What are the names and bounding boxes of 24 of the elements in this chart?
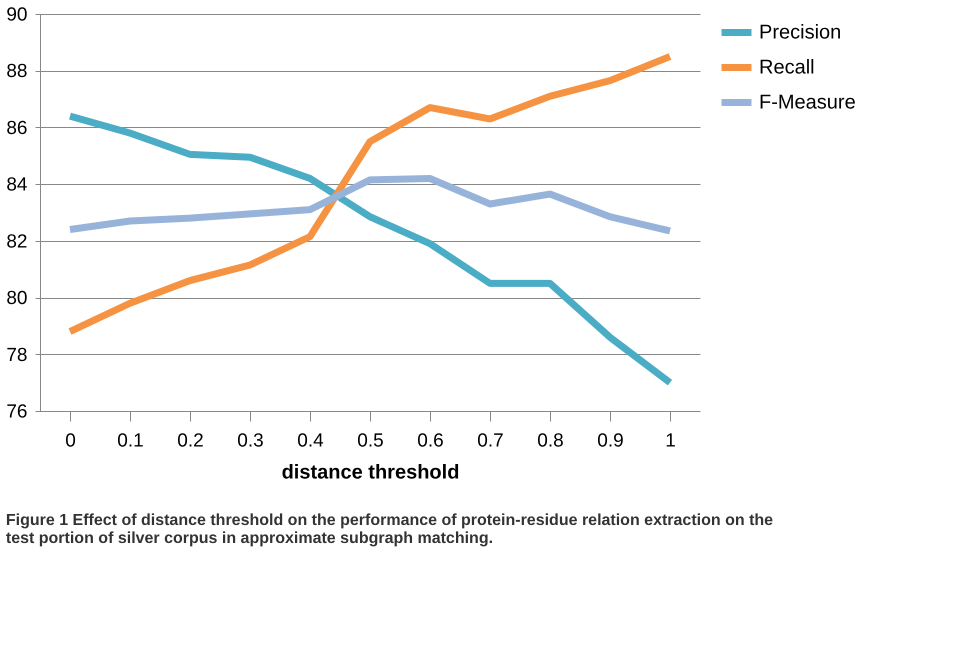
x-tick-label: 0.4: [297, 430, 324, 452]
x-tick-label: 0.7: [477, 430, 504, 452]
y-tick-label: 84: [6, 174, 28, 196]
x-tick-label: 0.8: [537, 430, 564, 452]
y-tick-label: 78: [6, 344, 28, 366]
x-tick-label: 0.2: [177, 430, 204, 452]
legend-label: Recall: [759, 56, 815, 78]
caption: Figure 1 Effect of distance threshold on the performance of protein-residue relation extraction on the test portion of silver corpus in approximate subgraph matching.: [6, 512, 774, 547]
x-tick-label: 0.6: [417, 430, 444, 452]
x-axis-title: distance threshold: [282, 462, 460, 484]
legend-label: F-Measure: [759, 92, 856, 114]
y-tick-label: 82: [6, 231, 28, 252]
x-tick-label: 0.9: [597, 430, 624, 452]
y-tick-label: 76: [6, 402, 28, 422]
x-tick-label: 0.3: [237, 430, 264, 452]
y-tick-label: 90: [6, 4, 28, 26]
y-tick-label: 86: [6, 118, 28, 139]
legend-label: Precision: [759, 22, 842, 44]
x-tick-label: 0.1: [117, 430, 144, 452]
y-tick-label: 88: [6, 61, 28, 82]
y-tick-label: 80: [6, 288, 28, 310]
x-tick-label: 0: [65, 430, 76, 452]
x-tick-label: 1: [665, 430, 676, 452]
x-tick-label: 0.5: [357, 430, 384, 452]
